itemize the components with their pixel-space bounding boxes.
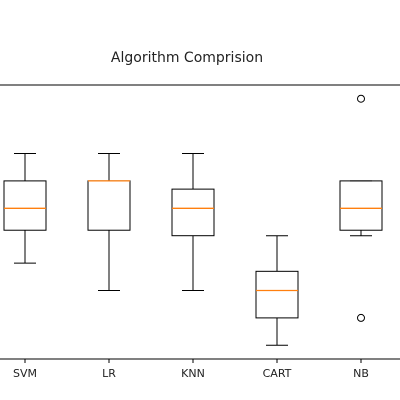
x-tick-label-svm: SVM	[13, 367, 37, 380]
x-tick-label-lr: LR	[102, 367, 116, 380]
box-group-lr	[87, 153, 131, 291]
x-tick-label-cart: CART	[263, 367, 292, 380]
x-tick-label-nb: NB	[353, 367, 369, 380]
box-knn	[171, 188, 215, 237]
box-group-knn	[171, 153, 215, 291]
outlier-nb-0	[357, 94, 365, 103]
box-lr	[87, 180, 131, 231]
boxes-layer	[3, 94, 383, 346]
x-ticks-layer: SVM LR KNN CART NB	[13, 359, 369, 380]
box-group-svm	[3, 153, 47, 264]
box-nb	[339, 180, 383, 231]
box-group-cart	[255, 235, 299, 346]
chart-title: Algorithm Comprision	[111, 50, 263, 66]
x-tick-label-knn: KNN	[181, 367, 205, 380]
box-group-nb	[339, 94, 383, 322]
box-svm	[3, 180, 47, 231]
box-cart	[255, 270, 299, 319]
outlier-nb-1	[357, 313, 365, 322]
